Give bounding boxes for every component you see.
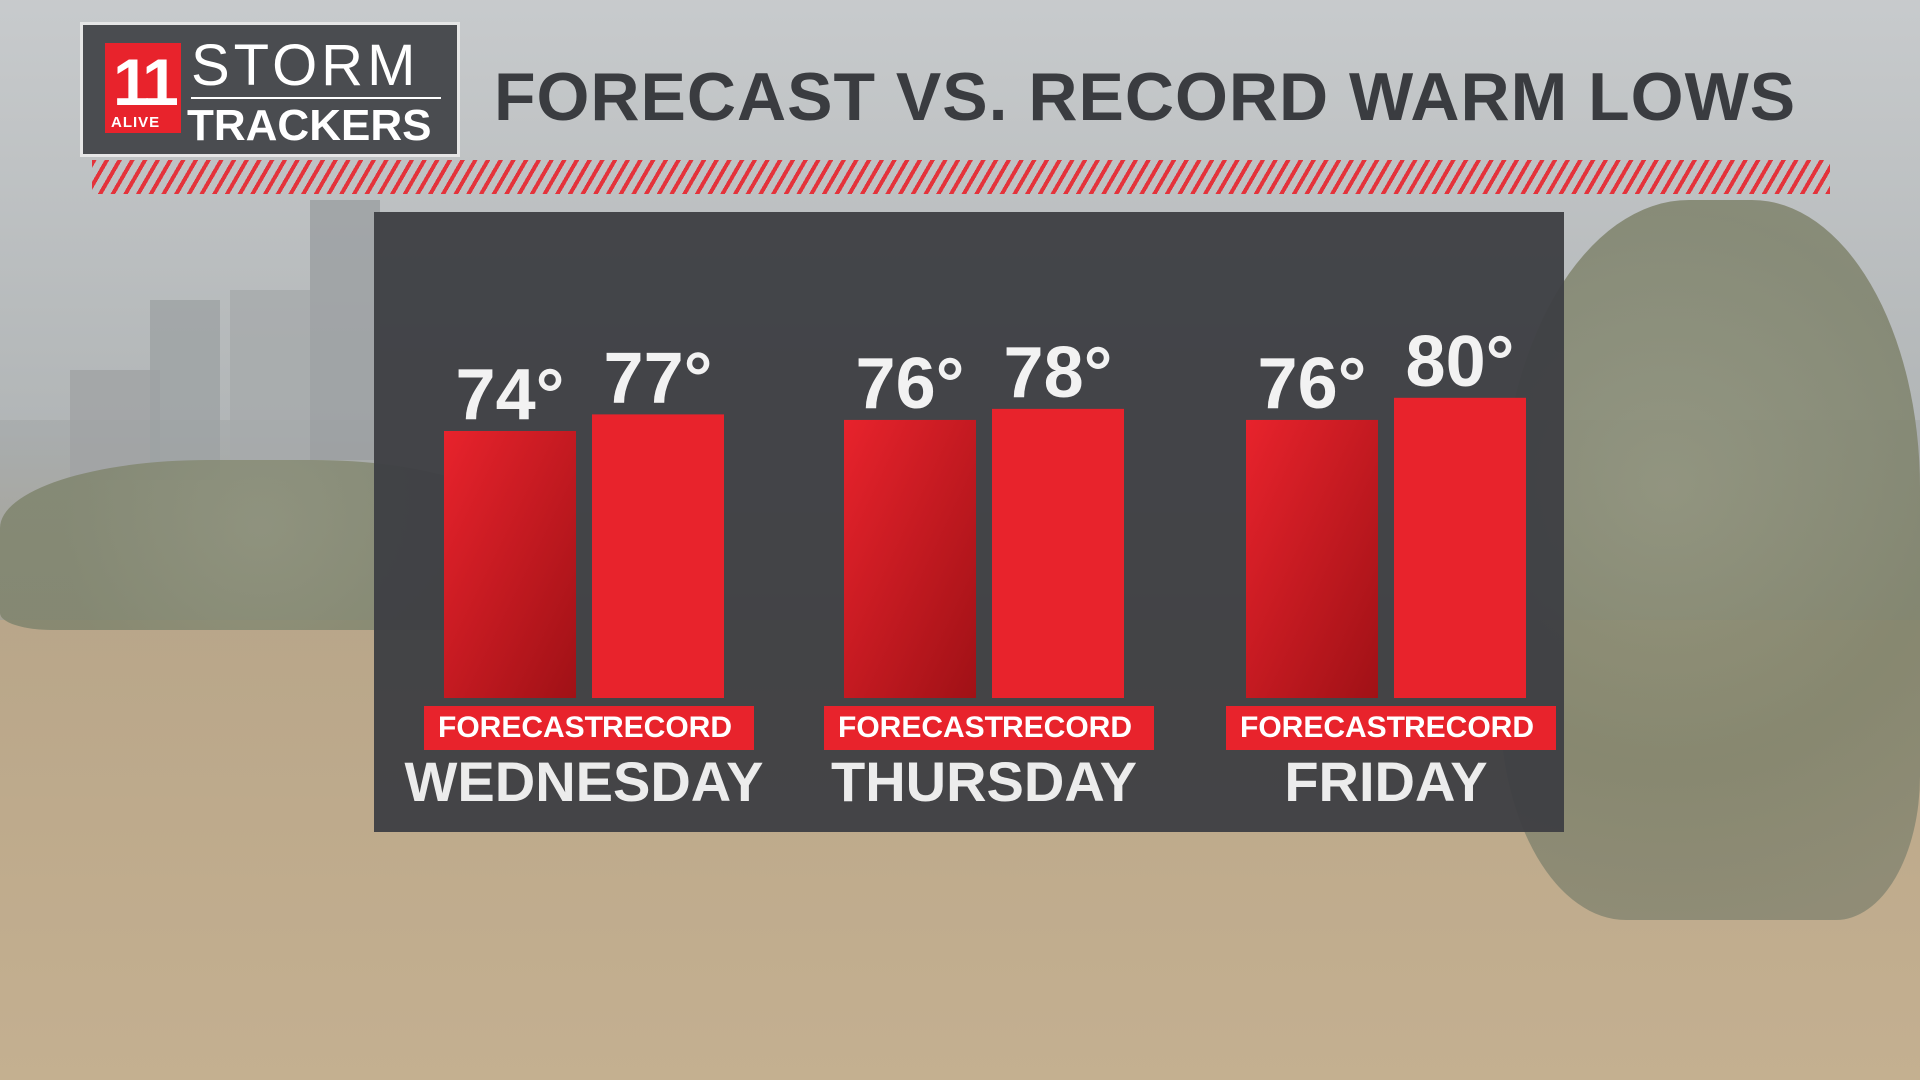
legend-strip-thursday: FORECAST RECORD bbox=[824, 706, 1154, 750]
forecast-bar-thursday bbox=[844, 419, 976, 698]
station-logo: 11 ALIVE STORM TRACKERS bbox=[80, 22, 460, 157]
legend-record-friday: RECORD bbox=[1404, 711, 1535, 744]
record-value-label-thursday: 78° bbox=[1004, 333, 1113, 413]
day-label-wednesday: WEDNESDAY bbox=[404, 750, 764, 813]
record-bar-wednesday bbox=[592, 414, 724, 698]
logo-storm-text: STORM bbox=[191, 33, 420, 98]
forecast-bar-friday bbox=[1246, 419, 1378, 698]
large-tree bbox=[1500, 200, 1920, 920]
record-value-label-friday: 80° bbox=[1406, 322, 1515, 402]
logo-number: 11 bbox=[113, 45, 179, 119]
record-value-label-wednesday: 77° bbox=[604, 338, 713, 418]
day-label-thursday: THURSDAY bbox=[831, 750, 1137, 813]
bars-layer bbox=[444, 397, 1526, 698]
logo-alive-text: ALIVE bbox=[111, 114, 161, 131]
forecast-value-label-thursday: 76° bbox=[856, 344, 965, 424]
forecast-bar-wednesday bbox=[444, 430, 576, 698]
forecast-value-label-friday: 76° bbox=[1258, 344, 1367, 424]
building bbox=[150, 300, 220, 480]
building bbox=[70, 370, 160, 480]
forecast-value-label-wednesday: 74° bbox=[456, 355, 565, 435]
legend-strip-wednesday: FORECAST RECORD bbox=[424, 706, 754, 750]
building bbox=[310, 200, 380, 460]
chart-panel: 74° 77° 76° 78° 76° 80° FORECAST RECORD FORECAS… bbox=[374, 212, 1564, 832]
legend-record-thursday: RECORD bbox=[1002, 711, 1133, 744]
value-labels-layer: 74° 77° 76° 78° 76° 80° bbox=[456, 322, 1515, 435]
legend-record-wednesday: RECORD bbox=[602, 711, 733, 744]
logo-divider bbox=[191, 97, 441, 99]
building bbox=[230, 290, 310, 480]
legend-strip-friday: FORECAST RECORD bbox=[1226, 706, 1556, 750]
hatched-divider bbox=[92, 160, 1830, 194]
chart-title: FORECAST VS. RECORD WARM LOWS bbox=[494, 59, 1797, 135]
legend-forecast-friday: FORECAST bbox=[1240, 711, 1405, 744]
logo-badge: 11 ALIVE bbox=[105, 43, 181, 133]
bar-chart: 74° 77° 76° 78° 76° 80° bbox=[444, 322, 1526, 698]
legend-forecast-wednesday: FORECAST bbox=[438, 711, 603, 744]
day-label-friday: FRIDAY bbox=[1284, 750, 1488, 813]
legend-forecast-thursday: FORECAST bbox=[838, 711, 1003, 744]
record-bar-friday bbox=[1394, 397, 1526, 698]
record-bar-thursday bbox=[992, 408, 1124, 698]
logo-trackers-text: TRACKERS bbox=[187, 101, 432, 150]
